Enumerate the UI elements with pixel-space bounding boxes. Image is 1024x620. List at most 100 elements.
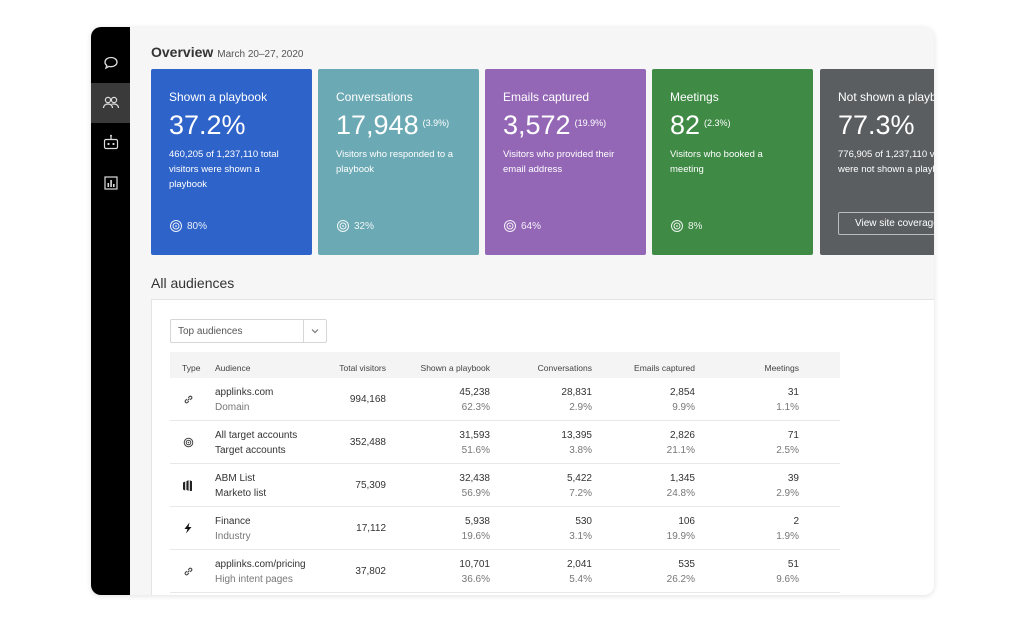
emails-count: 2,826 bbox=[669, 430, 695, 441]
conversations-count: 2,041 bbox=[566, 559, 592, 570]
emails-percent: 9.9% bbox=[672, 402, 695, 413]
table-row[interactable]: applinks.com Domain 994,168 45,238 62.3%… bbox=[170, 378, 840, 421]
col-emails-captured[interactable]: Emails captured bbox=[634, 363, 695, 373]
audience-name[interactable]: Finance bbox=[215, 516, 251, 527]
shown-count: 32,438 bbox=[459, 473, 490, 484]
conversations-percent: 2.9% bbox=[569, 402, 592, 413]
conversations-count: 5,422 bbox=[566, 473, 592, 484]
conversations-percent: 5.4% bbox=[569, 574, 592, 585]
bolt-icon bbox=[182, 522, 194, 534]
target-icon bbox=[170, 220, 182, 232]
link-icon bbox=[182, 393, 194, 405]
shown-count: 31,593 bbox=[459, 430, 490, 441]
card-footer-value: 32% bbox=[354, 220, 375, 232]
meetings-percent: 9.6% bbox=[776, 574, 799, 585]
meetings-count: 71 bbox=[787, 430, 799, 441]
conversations-count: 13,395 bbox=[561, 430, 592, 441]
main-content: Overview March 20–27, 2020 Shown a playbo… bbox=[130, 27, 934, 595]
conversations-count: 28,831 bbox=[561, 387, 592, 398]
target-icon bbox=[504, 220, 516, 232]
card-not-shown-playbook[interactable]: Not shown a playbook 77.3% 776,905 of 1,… bbox=[820, 69, 934, 255]
total-visitors: 352,488 bbox=[349, 437, 386, 448]
select-divider bbox=[303, 320, 304, 342]
select-value: Top audiences bbox=[178, 326, 243, 337]
card-footer-value: 80% bbox=[187, 220, 208, 232]
audience-name[interactable]: ABM List bbox=[215, 473, 256, 484]
shown-count: 10,701 bbox=[459, 559, 490, 570]
audiences-nav[interactable] bbox=[91, 83, 130, 123]
card-label: Conversations bbox=[336, 90, 413, 104]
meetings-percent: 1.1% bbox=[776, 402, 799, 413]
shown-percent: 19.6% bbox=[461, 531, 490, 542]
meetings-percent: 1.9% bbox=[776, 531, 799, 542]
card-percent: (19.9%) bbox=[574, 117, 607, 128]
audience-type: Target accounts bbox=[215, 445, 286, 456]
total-visitors: 994,168 bbox=[349, 394, 386, 405]
card-description: Visitors who booked a meeting bbox=[670, 148, 763, 175]
conversations-percent: 3.1% bbox=[569, 531, 592, 542]
shown-percent: 36.6% bbox=[461, 574, 490, 585]
conversations-percent: 7.2% bbox=[569, 488, 592, 499]
emails-percent: 21.1% bbox=[666, 445, 695, 456]
card-footer-value: 64% bbox=[521, 220, 542, 232]
col-total-visitors[interactable]: Total visitors bbox=[339, 363, 386, 373]
audience-name[interactable]: applinks.com/pricing bbox=[215, 559, 306, 570]
meetings-count: 31 bbox=[787, 387, 799, 398]
table-row[interactable]: Finance Industry 17,112 5,938 19.6% 530 … bbox=[170, 507, 840, 550]
chat-icon bbox=[103, 56, 118, 70]
card-description: Visitors who provided their email addres… bbox=[503, 148, 615, 175]
chevron-down-icon bbox=[311, 329, 319, 334]
sidebar bbox=[91, 27, 130, 595]
col-meetings[interactable]: Meetings bbox=[764, 363, 800, 373]
shown-percent: 56.9% bbox=[461, 488, 490, 499]
target-icon bbox=[182, 436, 194, 448]
card-shown-playbook[interactable]: Shown a playbook 37.2% 460,205 of 1,237,… bbox=[151, 69, 312, 255]
card-percent: (2.3%) bbox=[704, 117, 731, 128]
card-value: 3,572 bbox=[503, 110, 571, 140]
audience-filter-select[interactable]: Top audiences bbox=[170, 319, 327, 343]
card-label: Emails captured bbox=[503, 90, 590, 104]
card-value: 37.2% bbox=[169, 110, 246, 140]
emails-count: 1,345 bbox=[669, 473, 695, 484]
audience-name[interactable]: applinks.com bbox=[215, 387, 274, 398]
date-range: March 20–27, 2020 bbox=[217, 49, 304, 60]
conversations-percent: 3.8% bbox=[569, 445, 592, 456]
card-label: Meetings bbox=[670, 90, 719, 104]
conversations-nav[interactable] bbox=[91, 43, 130, 83]
audience-type: Domain bbox=[215, 402, 250, 413]
robot-icon bbox=[103, 134, 118, 150]
col-type[interactable]: Type bbox=[182, 363, 201, 373]
meetings-count: 51 bbox=[787, 559, 799, 570]
card-description: Visitors who responded to a playbook bbox=[336, 148, 454, 175]
card-label: Shown a playbook bbox=[169, 90, 268, 104]
card-label: Not shown a playbook bbox=[838, 90, 934, 104]
users-icon bbox=[102, 96, 119, 109]
card-emails-captured[interactable]: Emails captured 3,572 (19.9%) Visitors wh… bbox=[485, 69, 646, 255]
table-row[interactable]: All target accounts Target accounts 352,… bbox=[170, 421, 840, 464]
shown-count: 45,238 bbox=[459, 387, 490, 398]
table-row[interactable]: ABM List Marketo list 75,309 32,438 56.9… bbox=[170, 464, 840, 507]
emails-count: 2,854 bbox=[669, 387, 695, 398]
col-shown-playbook[interactable]: Shown a playbook bbox=[420, 363, 490, 373]
total-visitors: 17,112 bbox=[356, 523, 386, 534]
emails-percent: 24.8% bbox=[666, 488, 695, 499]
audience-name[interactable]: All target accounts bbox=[215, 430, 298, 441]
reports-nav[interactable] bbox=[91, 163, 130, 203]
table-header: Type Audience Total visitors Shown a pla… bbox=[170, 352, 840, 378]
card-meetings[interactable]: Meetings 82 (2.3%) Visitors who booked a … bbox=[652, 69, 813, 255]
card-value: 17,948 bbox=[336, 110, 419, 140]
col-audience[interactable]: Audience bbox=[215, 363, 251, 373]
conversations-count: 530 bbox=[575, 516, 592, 527]
marketo-icon bbox=[182, 479, 194, 491]
page-title: Overview bbox=[151, 44, 214, 60]
link-icon bbox=[182, 565, 194, 577]
card-description: 460,205 of 1,237,110 total visitors were… bbox=[169, 148, 279, 190]
card-conversations[interactable]: Conversations 17,948 (3.9%) Visitors who … bbox=[318, 69, 479, 255]
bots-nav[interactable] bbox=[91, 123, 130, 163]
app-window: Overview March 20–27, 2020 Shown a playbo… bbox=[91, 27, 934, 595]
bar-chart-icon bbox=[103, 176, 118, 190]
view-site-coverage-button[interactable]: View site coverage bbox=[838, 212, 934, 235]
col-conversations[interactable]: Conversations bbox=[537, 363, 592, 373]
audiences-panel: Top audiences Type Audience Total visito… bbox=[151, 299, 934, 595]
table-row[interactable]: applinks.com/pricing High intent pages 3… bbox=[170, 550, 840, 593]
